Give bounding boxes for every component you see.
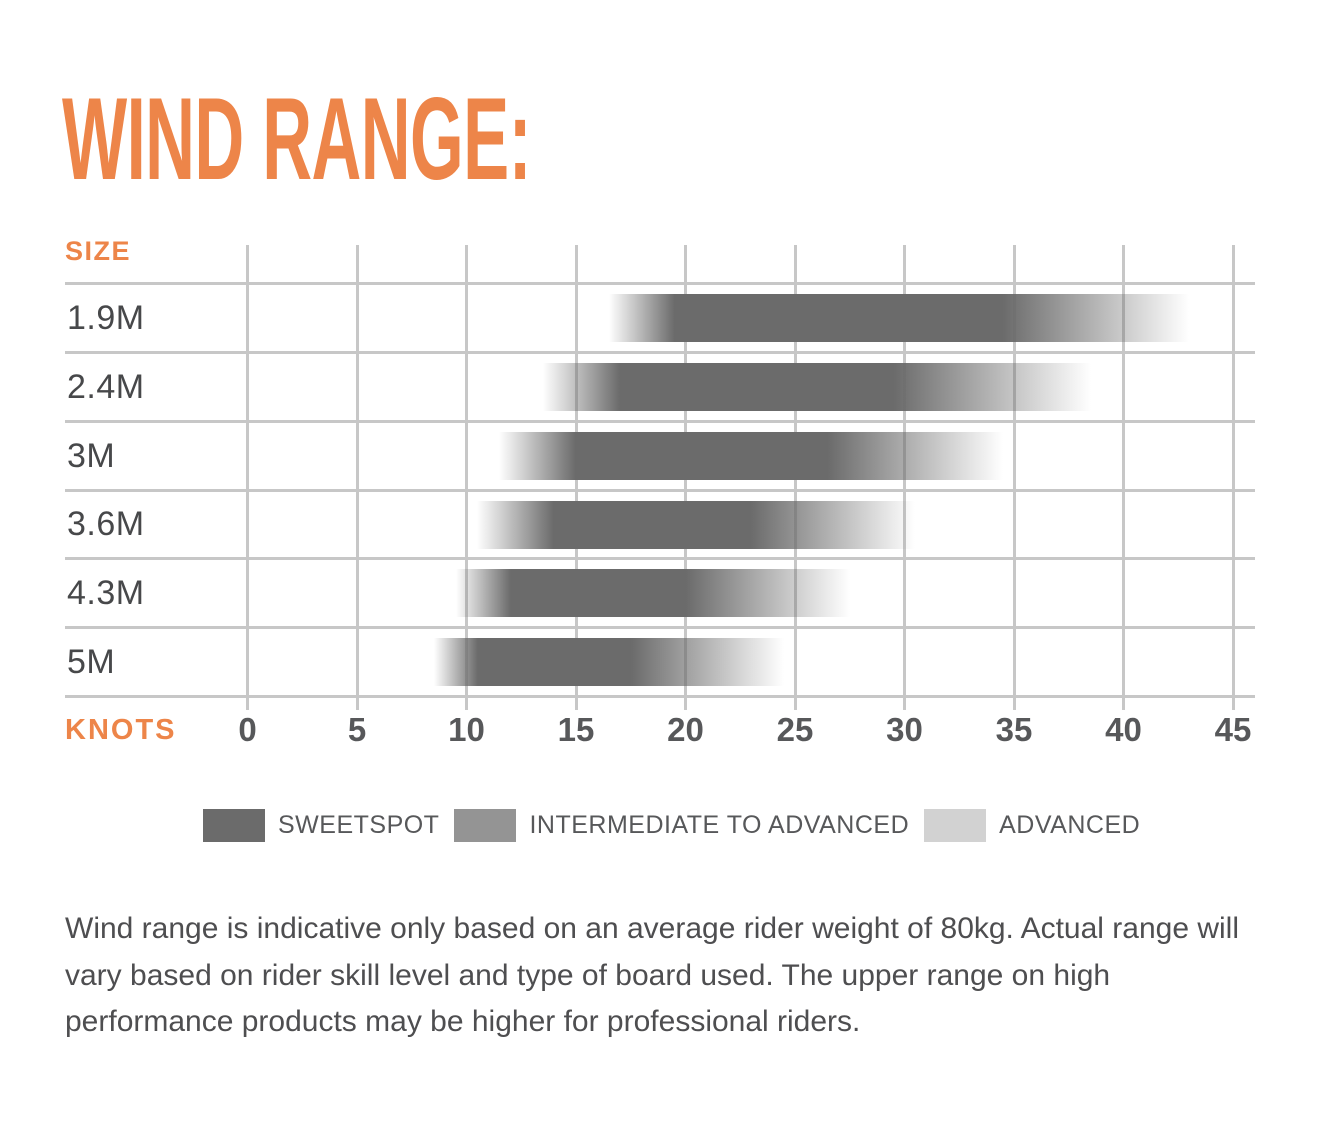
grid-h-line <box>65 488 1255 492</box>
grid-h-line <box>65 694 1255 698</box>
legend-item: SWEETSPOT <box>203 808 440 842</box>
x-axis-tick-label: 25 <box>776 711 814 748</box>
grid-v-line <box>355 245 359 710</box>
size-axis-label: SIZE <box>65 236 132 266</box>
x-axis-tick-label: 35 <box>995 711 1033 748</box>
legend-swatch <box>203 808 265 842</box>
grid-h-line <box>65 281 1255 285</box>
legend-label: ADVANCED <box>999 810 1141 839</box>
wind-range-bar <box>499 432 1004 480</box>
row-label: 5M <box>67 642 116 681</box>
legend-item: ADVANCED <box>924 808 1141 842</box>
legend-label: INTERMEDIATE TO ADVANCED <box>529 810 910 839</box>
x-axis-tick-label: 30 <box>886 711 923 748</box>
row-label: 3.6M <box>67 505 145 543</box>
grid-v-line <box>246 245 249 710</box>
legend-label: SWEETSPOT <box>278 810 440 839</box>
row-label: 2.4M <box>67 367 145 406</box>
x-axis-tick-label: 40 <box>1105 711 1142 748</box>
grid-v-line <box>1231 245 1235 710</box>
legend: SWEETSPOT INTERMEDIATE TO ADVANCED ADVANCE… <box>203 808 1140 842</box>
grid-v-line <box>1122 245 1125 710</box>
grid-h-line <box>65 419 1255 423</box>
wind-range-bar <box>477 501 916 549</box>
knots-axis-label: KNOTS <box>65 714 177 746</box>
row-label: 4.3M <box>67 573 145 612</box>
grid-v-line <box>465 245 468 710</box>
grid-h-line <box>65 350 1255 354</box>
wind-range-bar <box>433 638 785 686</box>
row-label: 3M <box>67 436 116 475</box>
chart-grid: 0 5 10 15 20 25 30 35 40 45 1.9M 2.4M 3M 3.6M 4.3M 5M <box>65 245 1255 748</box>
wind-range-bar <box>455 569 850 617</box>
x-axis-tick-label: 5 <box>347 711 367 748</box>
row-label: 1.9M <box>67 298 145 337</box>
wind-range-bar <box>608 294 1190 342</box>
grid-h-line <box>65 625 1255 629</box>
x-axis-tick-label: 10 <box>448 711 485 748</box>
x-axis-tick-label: 15 <box>557 711 595 748</box>
footnote: Wind range is indicative only based on a… <box>65 912 1240 1038</box>
grid-h-line <box>65 556 1255 560</box>
legend-item: INTERMEDIATE TO ADVANCED <box>454 808 910 842</box>
grid-v-line <box>1012 245 1016 710</box>
x-axis-tick-label: 45 <box>1214 711 1252 748</box>
x-axis-tick-label: 0 <box>238 711 257 748</box>
wind-range-bar <box>543 363 1091 411</box>
page-title: WIND RANGE: <box>62 73 532 204</box>
legend-swatch <box>454 808 517 842</box>
legend-swatch <box>924 808 987 842</box>
x-axis-tick-label: 20 <box>667 711 704 748</box>
